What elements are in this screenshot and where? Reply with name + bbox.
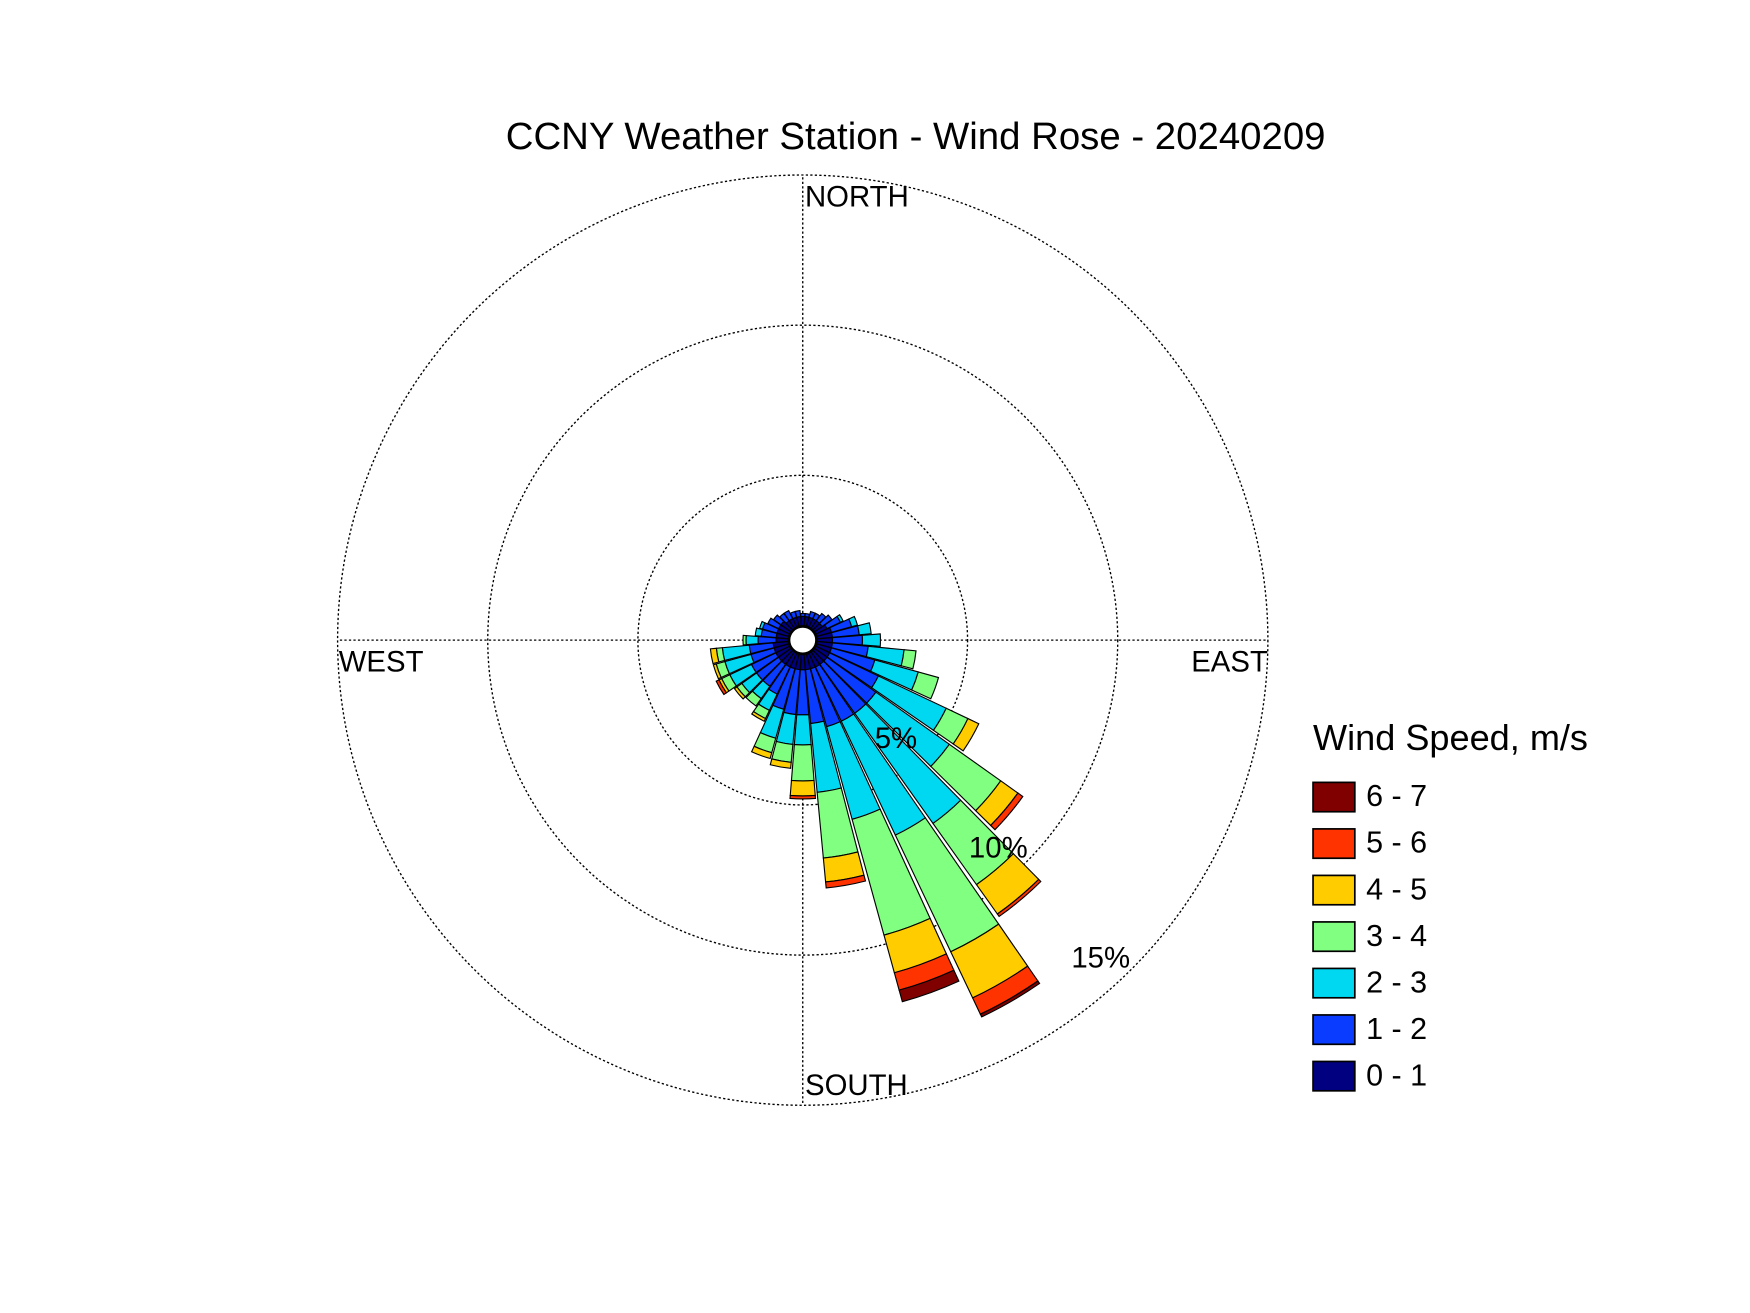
compass-label: WEST — [339, 646, 424, 679]
wedge-segment — [769, 758, 792, 769]
grid-circle — [336, 174, 1269, 1106]
wedge-segment — [989, 792, 1024, 831]
legend-swatch — [1312, 874, 1356, 906]
wedge-segment — [750, 710, 767, 722]
wedge-segment — [979, 980, 1041, 1018]
wedge-segment — [745, 634, 759, 646]
r-tick-label: 10% — [969, 832, 1028, 865]
wedge-segment — [900, 649, 917, 670]
wedge-segment — [750, 745, 773, 760]
legend-swatch — [1312, 921, 1356, 953]
wedge-segment — [861, 633, 882, 647]
compass-label: NORTH — [805, 180, 909, 213]
wedge-segment — [898, 969, 960, 1003]
legend-title: Wind Speed, m/s — [1313, 717, 1588, 758]
legend-swatch — [1312, 1060, 1356, 1092]
compass-label: SOUTH — [805, 1069, 908, 1102]
legend-label: 0 - 1 — [1366, 1058, 1427, 1092]
legend-label: 3 - 4 — [1366, 919, 1427, 953]
wedge-segment — [952, 717, 980, 752]
grid-circle — [487, 324, 1119, 956]
wedge-segment — [790, 743, 815, 782]
wedge-segment — [709, 647, 720, 665]
wedge-segment — [824, 874, 867, 889]
wedge-segment — [745, 690, 762, 707]
wedge-segment — [733, 686, 747, 700]
compass-label: EAST — [1191, 646, 1268, 679]
wedge-segment — [772, 614, 785, 626]
wedge-segment — [742, 634, 747, 646]
wedge-segment — [836, 613, 844, 623]
center-hole — [788, 625, 818, 655]
wedge-segment — [789, 779, 816, 797]
wedge-segment — [910, 671, 940, 700]
wedge-segment — [715, 679, 728, 696]
wedge-segment — [996, 878, 1042, 918]
legend-label: 6 - 7 — [1366, 779, 1427, 813]
wedge-segment — [799, 612, 806, 618]
legend-swatch — [1312, 828, 1356, 860]
wedge-segment — [783, 609, 794, 622]
chart-title: CCNY Weather Station - Wind Rose - 20240… — [506, 115, 1326, 158]
legend-label: 4 - 5 — [1366, 872, 1427, 906]
legend-label: 5 - 6 — [1366, 826, 1427, 860]
legend-swatch — [1312, 967, 1356, 999]
grid-circle — [637, 474, 969, 806]
wedge-segment — [794, 609, 802, 618]
wedge-segment — [856, 622, 872, 636]
legend-label: 2 - 3 — [1366, 965, 1427, 999]
wedge-segment — [767, 617, 782, 630]
r-tick-label: 15% — [1071, 941, 1130, 974]
wedge-segment — [793, 714, 812, 746]
wedge-segment — [848, 615, 859, 628]
legend-label: 1 - 2 — [1366, 1012, 1427, 1046]
wedge-segment — [712, 663, 722, 680]
wedge-segment — [758, 620, 766, 630]
wedge-segment — [754, 627, 764, 637]
wedge-segment — [789, 794, 817, 800]
r-tick-label: 5% — [875, 722, 917, 755]
legend-swatch — [1312, 1014, 1356, 1046]
legend-swatch — [1312, 781, 1356, 813]
